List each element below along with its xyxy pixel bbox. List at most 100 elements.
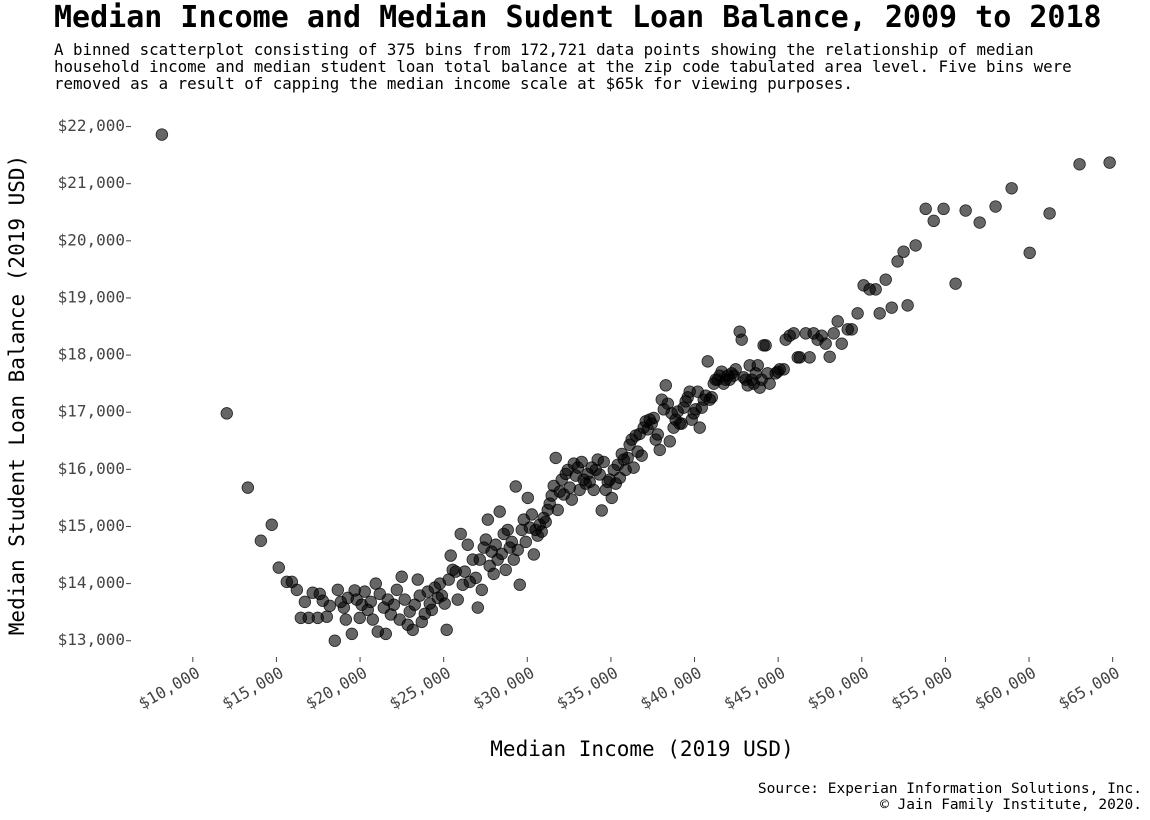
point bbox=[959, 204, 972, 217]
point bbox=[647, 411, 660, 425]
point bbox=[323, 599, 336, 613]
point bbox=[406, 623, 419, 637]
y-tick-label: $21,000 bbox=[58, 173, 125, 192]
x-tick-label: $20,000 bbox=[302, 663, 370, 713]
point bbox=[651, 428, 664, 441]
point bbox=[873, 307, 886, 320]
y-tick-label: $15,000 bbox=[58, 516, 125, 535]
x-tick-label: $10,000 bbox=[135, 663, 203, 713]
point bbox=[759, 339, 772, 352]
point bbox=[444, 549, 457, 562]
point bbox=[454, 527, 467, 541]
point bbox=[387, 598, 401, 611]
point bbox=[1005, 182, 1018, 195]
point bbox=[499, 563, 512, 577]
point bbox=[521, 491, 535, 505]
point bbox=[331, 583, 345, 597]
point bbox=[265, 518, 278, 531]
point bbox=[835, 337, 848, 350]
point bbox=[575, 455, 588, 469]
point bbox=[879, 273, 892, 286]
point bbox=[663, 435, 676, 448]
point bbox=[411, 573, 424, 586]
point bbox=[891, 255, 904, 268]
y-tick-label: $20,000 bbox=[58, 230, 125, 249]
point bbox=[901, 299, 914, 312]
point bbox=[803, 351, 816, 364]
point bbox=[489, 538, 502, 551]
x-tick-label: $60,000 bbox=[971, 663, 1039, 713]
x-tick-label: $65,000 bbox=[1055, 663, 1123, 713]
point bbox=[659, 379, 672, 392]
point bbox=[353, 611, 366, 625]
point bbox=[345, 627, 359, 641]
point bbox=[379, 627, 393, 641]
point bbox=[398, 593, 411, 606]
point bbox=[763, 377, 776, 390]
point bbox=[831, 315, 844, 328]
y-tick-label: $14,000 bbox=[58, 573, 125, 592]
point bbox=[565, 493, 578, 506]
chart-subtitle: A binned scatterplot consisting of 375 b… bbox=[54, 40, 1072, 93]
point bbox=[366, 613, 379, 626]
point bbox=[1103, 156, 1116, 169]
point bbox=[339, 613, 353, 626]
y-tick-label: $16,000 bbox=[58, 459, 125, 478]
point bbox=[298, 595, 312, 609]
point bbox=[1043, 207, 1056, 220]
point bbox=[787, 327, 800, 340]
point bbox=[320, 610, 333, 623]
point bbox=[509, 480, 522, 493]
point bbox=[440, 623, 453, 637]
point bbox=[479, 533, 493, 546]
x-axis-label: Median Income (2019 USD) bbox=[490, 737, 793, 761]
point bbox=[587, 483, 600, 497]
point bbox=[473, 553, 487, 566]
point bbox=[851, 307, 864, 320]
point bbox=[551, 503, 564, 517]
point bbox=[525, 508, 539, 521]
x-tick-label: $15,000 bbox=[219, 663, 287, 713]
point bbox=[481, 513, 495, 526]
point bbox=[272, 561, 285, 574]
point bbox=[461, 538, 474, 551]
point bbox=[595, 504, 608, 517]
point bbox=[989, 200, 1002, 213]
point bbox=[597, 455, 610, 469]
y-tick-label: $18,000 bbox=[58, 345, 125, 364]
point bbox=[909, 239, 922, 252]
point bbox=[451, 593, 464, 606]
point bbox=[845, 323, 858, 336]
point bbox=[653, 443, 666, 457]
point bbox=[254, 534, 268, 547]
source-line: © Jain Family Institute, 2020. bbox=[880, 797, 1142, 813]
point bbox=[438, 597, 451, 610]
point bbox=[869, 283, 882, 296]
y-tick-label: $19,000 bbox=[58, 287, 125, 306]
point bbox=[220, 407, 233, 420]
point bbox=[919, 202, 932, 216]
point bbox=[701, 355, 714, 368]
point bbox=[693, 421, 706, 434]
point bbox=[621, 451, 634, 465]
point bbox=[487, 567, 500, 581]
point bbox=[358, 585, 371, 598]
point bbox=[927, 214, 940, 228]
point bbox=[513, 578, 526, 591]
x-tick-label: $35,000 bbox=[553, 663, 621, 713]
point bbox=[475, 583, 489, 597]
point bbox=[493, 505, 506, 518]
point bbox=[364, 595, 377, 609]
point bbox=[751, 359, 764, 372]
point bbox=[729, 363, 742, 376]
point bbox=[549, 451, 562, 465]
point bbox=[501, 523, 514, 537]
point bbox=[328, 634, 342, 647]
point bbox=[823, 350, 836, 363]
chart-title: Median Income and Median Sudent Loan Bal… bbox=[54, 0, 1102, 35]
point bbox=[395, 570, 408, 583]
point bbox=[885, 301, 898, 314]
point bbox=[471, 601, 484, 614]
source-line: Source: Experian Information Solutions, … bbox=[757, 781, 1142, 797]
